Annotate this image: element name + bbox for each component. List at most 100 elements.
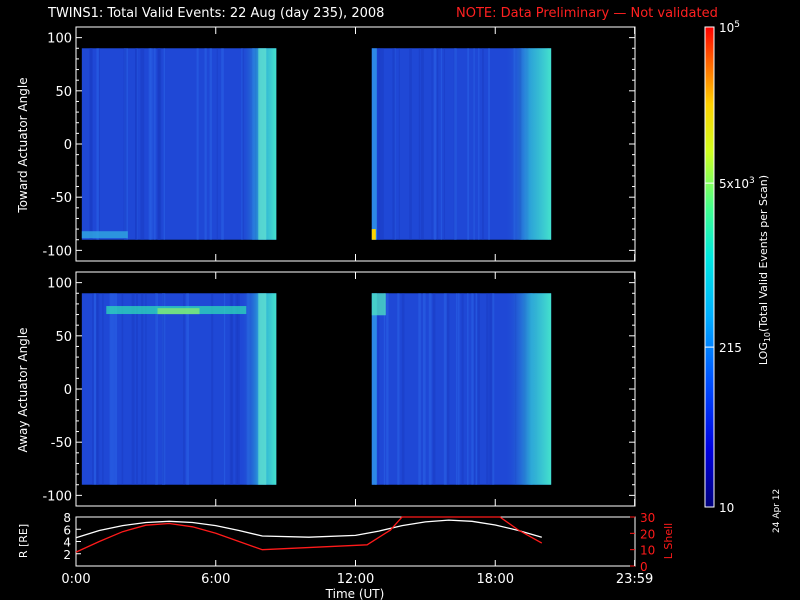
toward-stripe <box>98 48 100 240</box>
away-stripe <box>492 293 495 485</box>
toward-stripe <box>123 48 127 240</box>
toward-stripe <box>157 48 159 240</box>
away-stripe <box>446 293 450 485</box>
lshell-line <box>75 516 543 553</box>
toward-hotspot <box>371 229 376 240</box>
orbit-left-ylabel: R [RE] <box>17 524 30 558</box>
away-stripe <box>467 293 469 485</box>
toward-ytick-label: -50 <box>51 191 72 206</box>
away-stripe <box>486 293 489 485</box>
away-stripe <box>428 293 432 485</box>
colorbar-tick-exponent: 5 <box>734 20 740 30</box>
orbit-left-tick-label: 6 <box>63 523 71 537</box>
toward-stripe <box>454 48 457 240</box>
away-corner-band <box>371 293 386 316</box>
away-stripe <box>230 293 234 485</box>
away-stripe <box>163 293 166 485</box>
colorbar-tick-base: 10 <box>719 501 734 515</box>
colorbar-gradient <box>704 26 715 508</box>
orbit-x-ticks: 0:00 6:00 12:00 18:00 23:59 <box>61 560 653 587</box>
radius-line <box>75 519 542 539</box>
orbit-right-tick-label: 0 <box>640 560 648 574</box>
away-stripe <box>461 293 464 485</box>
toward-stripe <box>216 48 218 240</box>
toward-stripe <box>436 48 439 240</box>
toward-stripe <box>148 48 151 240</box>
toward-stripe <box>153 48 156 240</box>
away-stripe <box>418 293 421 485</box>
toward-stripe <box>163 48 166 240</box>
away-stripe <box>443 293 447 485</box>
away-stripe <box>155 293 158 485</box>
toward-stripe <box>150 48 153 240</box>
away-stripe <box>131 293 135 485</box>
toward-ytick-label: -100 <box>42 244 72 259</box>
away-stripe <box>458 293 460 485</box>
toward-stripe <box>196 48 199 240</box>
away-panel: 100 50 0 -50 -100 Away Actuator Angle <box>16 271 636 507</box>
away-stripe <box>474 293 477 485</box>
away-stripe <box>145 293 147 485</box>
away-stripe <box>183 293 185 485</box>
colorbar-tick-base: 215 <box>719 341 742 355</box>
toward-stripe <box>467 48 470 240</box>
colorbar-label-main: LOG <box>757 342 770 365</box>
orbit-right-ylabel: L Shell <box>662 523 675 559</box>
away-edge-glow <box>505 293 552 485</box>
toward-stripe <box>478 48 480 240</box>
toward-stripe <box>209 48 212 240</box>
toward-stripe <box>409 48 412 240</box>
toward-stripe <box>418 48 421 240</box>
away-stripe <box>114 293 118 485</box>
away-stripe <box>490 293 494 485</box>
colorbar-label-rest: (Total Valid Events per Scan) <box>757 175 770 332</box>
away-stripe <box>121 293 124 485</box>
toward-stripe <box>142 48 145 240</box>
away-stripe <box>397 293 400 485</box>
away-stripe <box>422 293 426 485</box>
toward-stripe <box>420 48 424 240</box>
orbit-right-tick-label: 30 <box>640 511 655 525</box>
orbit-right-tick-label: 20 <box>640 527 655 541</box>
away-stripe <box>386 293 389 485</box>
toward-stripe <box>473 48 475 240</box>
toward-spectrogram <box>81 48 552 240</box>
away-edge-band <box>371 293 377 485</box>
away-stripe <box>401 293 405 485</box>
orbit-left-tick-label: 4 <box>63 536 71 550</box>
colorbar-tick-label: 10 <box>719 501 734 515</box>
toward-y-ticks: 100 50 0 -50 -100 <box>42 32 635 259</box>
toward-x-ticks <box>75 27 636 261</box>
orbit-lines <box>75 516 543 553</box>
away-stripe <box>102 293 104 485</box>
toward-stripe <box>96 48 99 240</box>
toward-stripe <box>398 48 400 240</box>
away-ytick-label: 0 <box>64 383 72 398</box>
away-stripe <box>489 293 491 485</box>
toward-stripe <box>482 48 484 240</box>
toward-stripe <box>204 48 207 240</box>
toward-stripe <box>135 48 137 240</box>
date-stamp: 24 Apr 12 <box>772 488 782 533</box>
away-stripe <box>111 293 115 485</box>
away-stripe <box>383 293 386 485</box>
away-stripe <box>456 293 458 485</box>
away-stripe <box>96 293 100 485</box>
title-note: NOTE: Data Preliminary — Not validated <box>456 6 718 21</box>
orbit-xtick-label: 12:00 <box>337 572 374 587</box>
orbit-xtick-label: 18:00 <box>477 572 514 587</box>
orbit-left-tick-label: 2 <box>63 548 71 562</box>
toward-edge-glow <box>505 48 552 240</box>
colorbar-tick-exponent: 3 <box>749 176 755 186</box>
orbit-xtick-label: 6:00 <box>201 572 230 587</box>
away-high-spot <box>157 308 200 315</box>
away-stripe <box>109 293 113 485</box>
away-stripe <box>211 293 214 485</box>
toward-ytick-label: 100 <box>47 32 72 47</box>
toward-edge-band <box>258 48 267 240</box>
toward-stripe <box>140 48 143 240</box>
away-stripe <box>477 293 480 485</box>
